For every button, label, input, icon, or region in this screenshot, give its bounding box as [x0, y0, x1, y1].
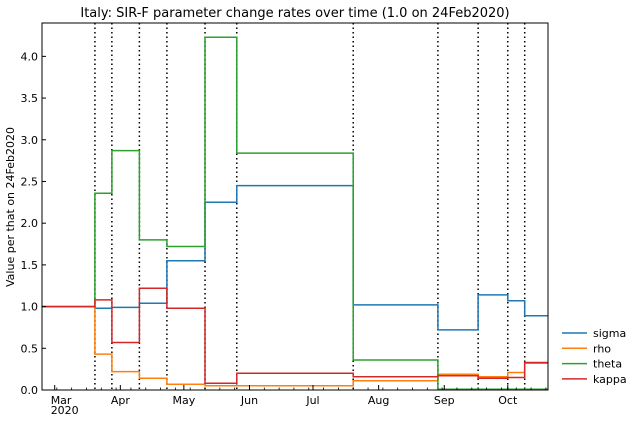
y-tick-label: 0.0: [21, 384, 39, 397]
series-line-theta: [42, 36, 548, 390]
x-tick-label: Sep: [434, 394, 455, 407]
y-tick-label: 3.5: [21, 92, 39, 105]
x-tick-label: Aug: [368, 394, 389, 407]
series-line-sigma: [42, 184, 548, 331]
legend-label-theta: theta: [593, 358, 622, 371]
x-tick-label: Jun: [240, 394, 258, 407]
y-tick-label: 4.0: [21, 50, 39, 63]
x-tick-label: Apr: [111, 394, 131, 407]
legend-label-rho: rho: [593, 342, 611, 355]
plot-frame: [41, 22, 549, 391]
y-tick-label: 1.5: [21, 259, 39, 272]
y-tick-label: 0.5: [21, 342, 39, 355]
legend-label-kappa: kappa: [593, 373, 627, 386]
series-line-rho: [42, 305, 548, 387]
x-tick-sublabel: 2020: [51, 404, 79, 417]
y-tick-label: 1.0: [21, 301, 39, 314]
x-tick-label: May: [172, 394, 195, 407]
y-tick-label: 3.0: [21, 134, 39, 147]
series-line-kappa: [42, 287, 548, 385]
y-tick-label: 2.0: [21, 217, 39, 230]
y-tick-label: 2.5: [21, 175, 39, 188]
x-tick-label: Oct: [498, 394, 518, 407]
x-tick-label: Jul: [305, 394, 319, 407]
chart-title: Italy: SIR-F parameter change rates over…: [80, 6, 509, 21]
legend-label-sigma: sigma: [593, 327, 626, 340]
x-tick-label: Mar: [51, 394, 72, 407]
y-axis-label: Value per that on 24Feb2020: [4, 127, 17, 287]
